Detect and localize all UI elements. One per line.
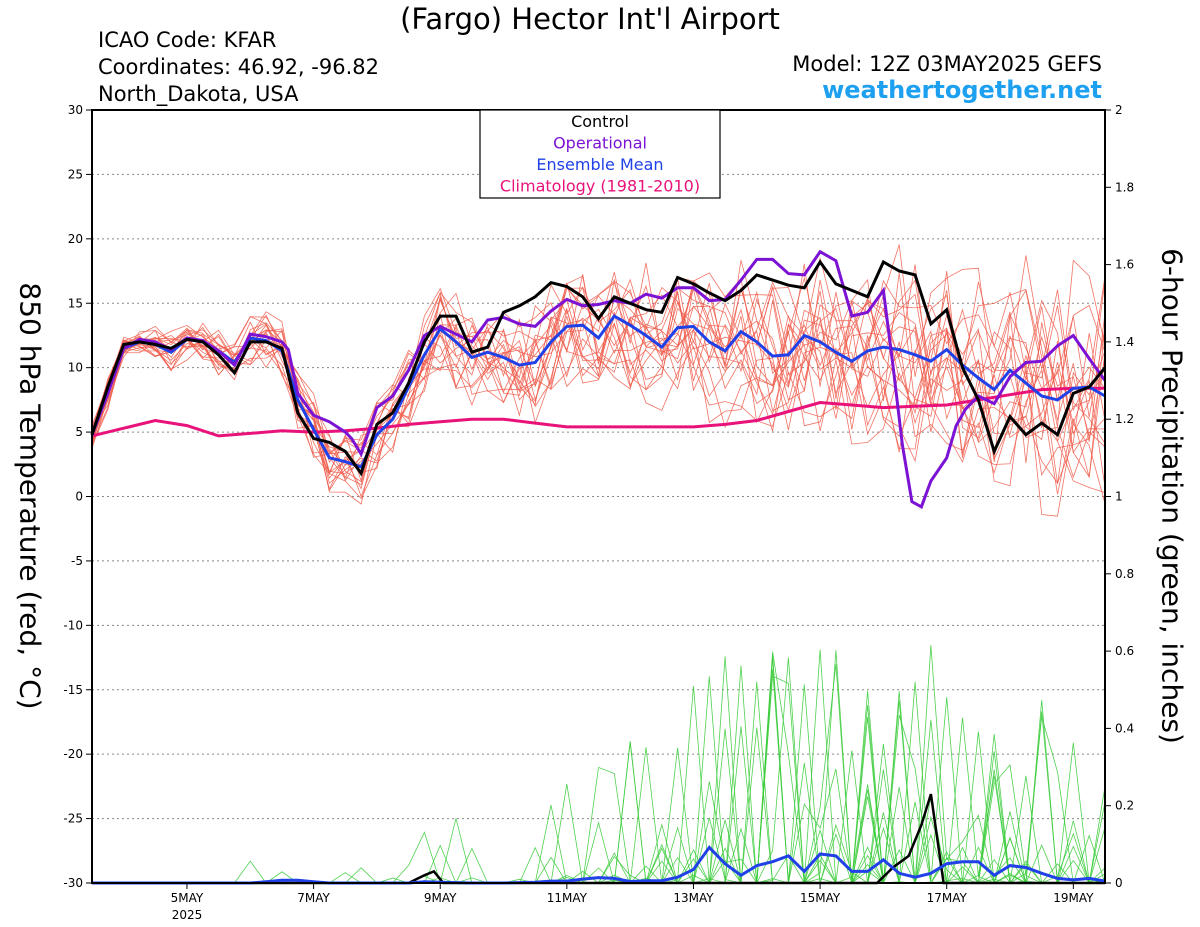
right-tick-label: 1.4 xyxy=(1115,335,1134,349)
x-tick-label: 11MAY xyxy=(547,891,588,905)
x-tick-label: 17MAY xyxy=(927,891,968,905)
ensemble-member-line xyxy=(91,287,1106,484)
coordinates: Coordinates: 46.92, -96.82 xyxy=(98,55,379,79)
right-tick-label: 1 xyxy=(1115,490,1123,504)
legend-entry: Climatology (1981-2010) xyxy=(500,177,700,196)
ensemble-member-line xyxy=(91,286,1106,474)
climatology-line xyxy=(91,386,1105,438)
right-tick-label: 1.2 xyxy=(1115,412,1134,426)
left-tick-label: 20 xyxy=(68,232,83,246)
precip-member-line xyxy=(92,649,1105,884)
precip-mean-line xyxy=(92,845,1106,885)
right-tick-label: 1.8 xyxy=(1115,180,1134,194)
model-run: Model: 12Z 03MAY2025 GEFS xyxy=(792,52,1102,76)
grid-lines xyxy=(92,173,1105,820)
x-tick-sublabel: 2025 xyxy=(172,908,203,922)
precip-ensemble-members xyxy=(92,645,1106,885)
ensemble-member-line xyxy=(91,307,1106,495)
temp-control-line xyxy=(90,259,1107,477)
ensemble-member-line xyxy=(91,279,1106,486)
legend-entry: Ensemble Mean xyxy=(536,155,663,174)
precip-member-line xyxy=(92,690,1105,884)
ensemble-member-line xyxy=(91,311,1106,493)
precip-member-line xyxy=(92,719,1106,884)
icao-code: ICAO Code: KFAR xyxy=(98,28,277,52)
left-tick-label: -25 xyxy=(63,812,83,826)
legend: Control Operational Ensemble Mean Climatolo… xyxy=(479,109,721,199)
left-tick-label: 30 xyxy=(68,103,83,117)
right-tick-label: 0.6 xyxy=(1115,644,1134,658)
precip-member-line xyxy=(92,766,1105,884)
left-tick-label: 25 xyxy=(68,167,83,181)
axis-ticks: 302520151050-5-10-15-20-25-3021.81.61.41… xyxy=(63,103,1134,922)
ensemble-member-line xyxy=(91,260,1106,454)
right-tick-label: 2 xyxy=(1115,103,1123,117)
x-tick-label: 15MAY xyxy=(800,891,841,905)
temp-operational-line xyxy=(90,249,1107,509)
precip-member-line xyxy=(92,650,1106,885)
legend-entry: Operational xyxy=(553,134,647,153)
precip-member-line xyxy=(92,645,1106,884)
x-tick-label: 19MAY xyxy=(1053,891,1094,905)
left-tick-label: 15 xyxy=(68,296,83,310)
main-series xyxy=(90,249,1107,885)
right-tick-label: 0.2 xyxy=(1115,799,1134,813)
legend-entry: Control xyxy=(571,112,629,131)
right-tick-label: 0.4 xyxy=(1115,721,1134,735)
legend-box xyxy=(479,109,721,199)
left-tick-label: -10 xyxy=(63,618,83,632)
ensemble-member-line xyxy=(91,291,1106,484)
left-tick-label: 10 xyxy=(68,361,83,375)
x-tick-label: 13MAY xyxy=(673,891,714,905)
temp-mean-line xyxy=(90,314,1106,469)
right-tick-label: 0.8 xyxy=(1115,567,1134,581)
precip-member-line xyxy=(92,681,1105,884)
ensemble-member-line xyxy=(91,275,1106,464)
ensemble-members xyxy=(91,244,1106,517)
location: North_Dakota, USA xyxy=(98,82,299,106)
left-tick-label: -30 xyxy=(63,876,83,890)
left-tick-label: -20 xyxy=(63,747,83,761)
right-tick-label: 0 xyxy=(1115,876,1123,890)
x-tick-label: 7MAY xyxy=(297,891,330,905)
left-tick-label: -5 xyxy=(71,554,83,568)
chart-title: (Fargo) Hector Int'l Airport xyxy=(400,2,780,36)
ensemble-member-line xyxy=(91,315,1106,491)
left-tick-label: 5 xyxy=(75,425,83,439)
right-tick-label: 1.6 xyxy=(1115,258,1134,272)
precip-member-line xyxy=(92,817,1105,884)
site-link[interactable]: weathertogether.net xyxy=(822,76,1102,104)
x-tick-label: 9MAY xyxy=(424,891,457,905)
ensemble-member-line xyxy=(91,244,1106,455)
precip-control-line xyxy=(92,793,1105,885)
precip-member-line xyxy=(92,705,1106,885)
ensemble-member-line xyxy=(91,272,1106,480)
left-tick-label: -15 xyxy=(63,683,83,697)
x-tick-label: 5MAY xyxy=(171,891,204,905)
left-tick-label: 0 xyxy=(75,490,83,504)
